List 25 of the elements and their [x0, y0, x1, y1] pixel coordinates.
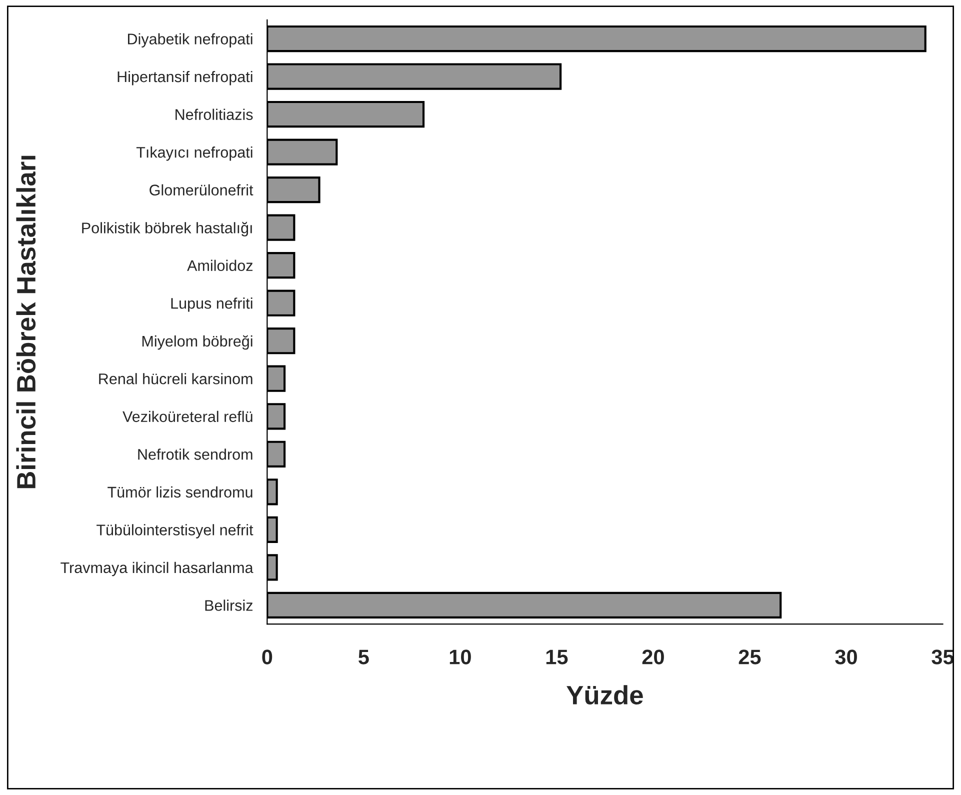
x-tick-label: 5: [358, 650, 369, 664]
x-tick-label: 30: [835, 650, 857, 664]
y-tick-label: Lupus nefriti: [171, 298, 252, 312]
x-axis-title: Yüzde: [566, 685, 643, 705]
y-axis-title: Birincil Böbrek Hastalıkları: [16, 156, 36, 488]
y-tick-label: Tümör lizis sendromu: [108, 486, 252, 498]
y-tick-label: Belirsiz: [205, 600, 253, 611]
y-tick-label: Tübülointerstisyel nefrit: [96, 524, 254, 538]
y-tick-label: Renal hücreli karsinom: [99, 373, 252, 384]
x-tick-label: 10: [450, 650, 471, 664]
x-tick-label: 0: [262, 650, 272, 664]
y-tick-label: Polikistik böbrek hastalığı: [82, 222, 252, 236]
y-tick-label: Hipertansif nefropati: [118, 70, 252, 86]
y-tick-label: Travmaya ikincil hasarlanma: [60, 562, 254, 576]
y-tick-label: Nefrotik sendrom: [138, 448, 252, 460]
y-tick-label: Glomerülonefrit: [150, 184, 254, 196]
x-tick-label: 20: [642, 650, 664, 664]
y-tick-label: Miyelom böbreği: [142, 335, 252, 350]
y-tick-label: Amiloidoz: [187, 260, 253, 272]
y-tick-label: Diyabetik nefropati: [128, 33, 252, 48]
y-tick-label: Tıkayıcı nefropati: [136, 146, 252, 161]
y-tick-label: Nefrolitiazis: [176, 108, 253, 120]
x-tick-label: 15: [546, 650, 568, 664]
x-tick-label: 25: [738, 650, 761, 664]
y-tick-label: Vezikoüreteral reflü: [122, 410, 252, 422]
